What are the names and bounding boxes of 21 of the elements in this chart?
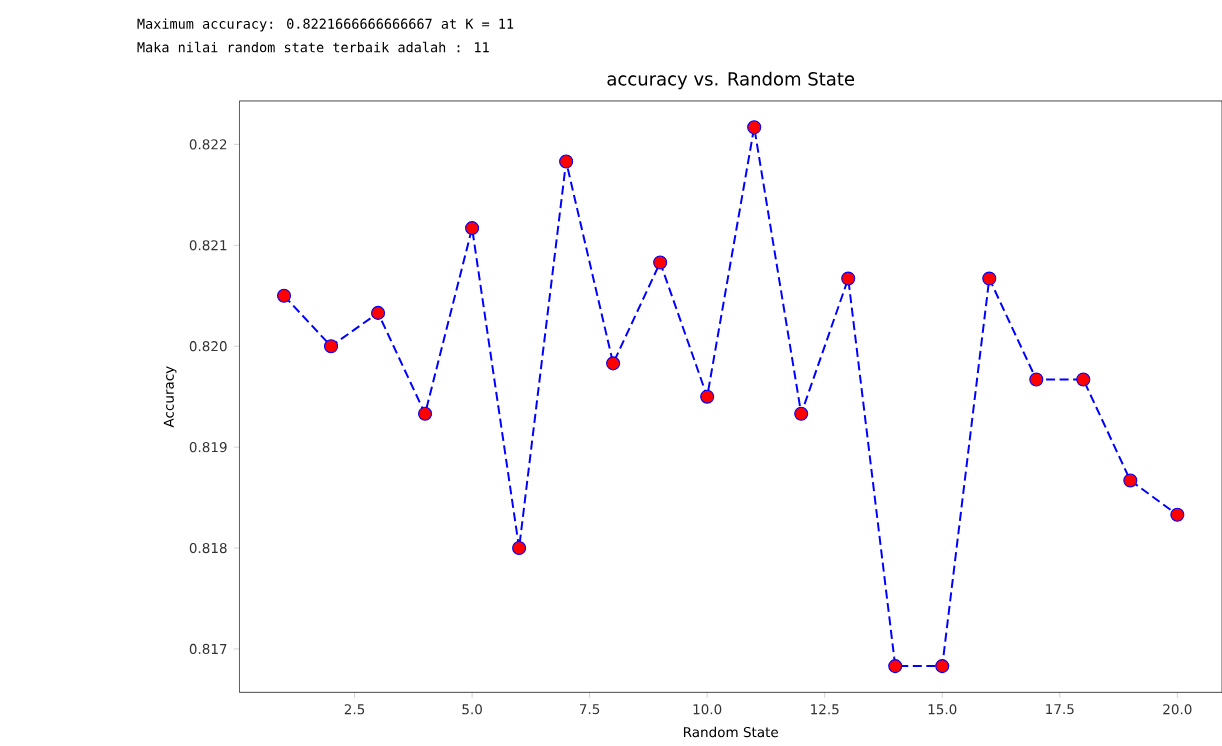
- point: [747, 119, 762, 135]
- point: [700, 389, 715, 404]
- point: [653, 255, 668, 270]
- point: [1076, 372, 1091, 387]
- point: [794, 406, 809, 421]
- point: [888, 658, 903, 673]
- point: [465, 220, 480, 235]
- point: [512, 540, 527, 555]
- point: [982, 271, 997, 286]
- point: [559, 154, 574, 169]
- point: [324, 338, 339, 354]
- point: [277, 288, 292, 303]
- point: [371, 305, 386, 320]
- point: [606, 356, 621, 371]
- point: [1029, 372, 1044, 387]
- point: [418, 406, 433, 421]
- point: [1170, 507, 1185, 522]
- point: [1123, 473, 1138, 488]
- point: [841, 271, 856, 286]
- point: [935, 658, 950, 673]
- chart-title: accuracy vs. Random State: [607, 71, 855, 89]
